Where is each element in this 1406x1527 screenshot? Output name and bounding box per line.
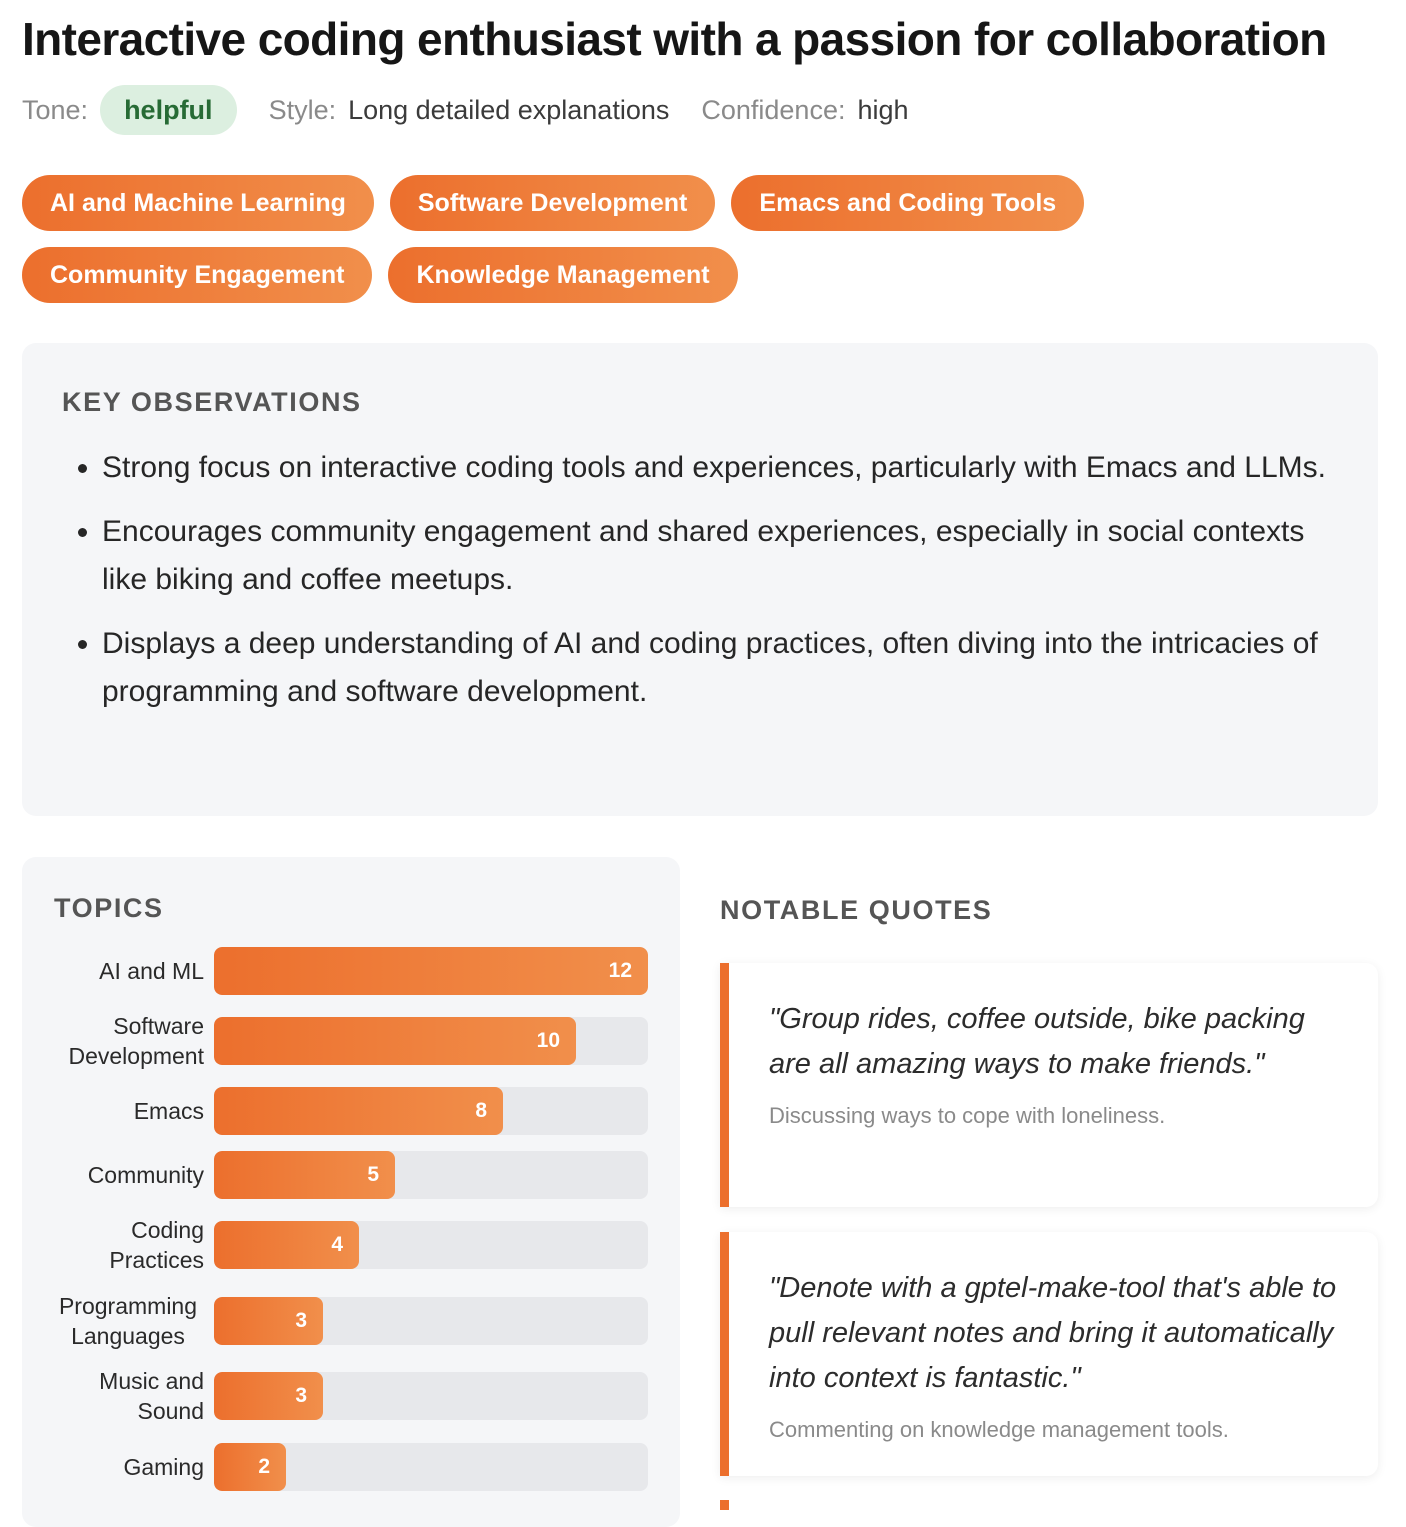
topic-bar-label: Gaming (123, 1454, 204, 1480)
confidence-label: Confidence: (701, 94, 846, 125)
topic-bar-row: Gaming 2 (54, 1443, 648, 1491)
topics-heading: TOPICS (54, 893, 164, 923)
topic-bar-row: Emacs 8 (54, 1087, 648, 1135)
quote-text: "Group rides, coffee outside, bike packi… (769, 1003, 1305, 1080)
topic-bar-track: 3 (214, 1297, 648, 1345)
tone-label: Tone: (22, 94, 89, 125)
tag-community-engagement[interactable]: Community Engagement (22, 247, 373, 303)
topic-bar-label: Emacs (133, 1098, 204, 1124)
topic-bar-label: Music and Sound (99, 1368, 204, 1424)
profile-meta: Tone: helpful Style: Long detailed expla… (22, 85, 909, 135)
topic-bar-label: Programming Languages (58, 1293, 198, 1349)
topic-bar-value: 5 (367, 1163, 379, 1186)
observation-item: Encourages community engagement and shar… (102, 508, 1338, 604)
tone-badge: helpful (100, 85, 237, 135)
topic-bar-label: Software Development (68, 1013, 204, 1069)
topic-bar: 12 (214, 947, 648, 995)
topic-bar-value: 3 (295, 1309, 307, 1332)
topic-bar-track: 5 (214, 1151, 648, 1199)
quote-context: Commenting on knowledge management tools… (769, 1417, 1229, 1442)
topic-bar: 4 (214, 1221, 359, 1269)
topic-bar-row: Coding Practices 4 (54, 1217, 648, 1273)
topic-bar-row: Programming Languages 3 (54, 1293, 648, 1349)
observations-list: Strong focus on interactive coding tools… (62, 444, 1338, 716)
quote-card: "Group rides, coffee outside, bike packi… (720, 963, 1378, 1207)
style-label: Style: (268, 94, 337, 125)
topic-bar: 2 (214, 1443, 286, 1491)
topic-bar-track: 4 (214, 1221, 648, 1269)
tag-list: AI and Machine Learning Software Develop… (22, 175, 1222, 303)
quote-card: "Denote with a gptel-make-tool that's ab… (720, 1232, 1378, 1476)
topic-bar-value: 4 (331, 1233, 343, 1256)
topic-bar-track: 3 (214, 1372, 648, 1420)
topic-bar-track: 10 (214, 1017, 648, 1065)
topic-bar: 5 (214, 1151, 395, 1199)
topic-bar: 8 (214, 1087, 503, 1135)
topic-bar: 3 (214, 1372, 323, 1420)
page-title: Interactive coding enthusiast with a pas… (22, 13, 1327, 65)
tag-knowledge-management[interactable]: Knowledge Management (388, 247, 738, 303)
topic-bar-label: Coding Practices (109, 1217, 204, 1273)
topic-bar-value: 3 (295, 1384, 307, 1407)
topic-bar-label: AI and ML (99, 958, 204, 984)
topic-bar-row: Community 5 (54, 1151, 648, 1199)
confidence-value: high (857, 94, 909, 125)
topic-bar-label: Community (87, 1162, 204, 1188)
key-observations-card: KEY OBSERVATIONS Strong focus on interac… (22, 343, 1378, 816)
quote-card-partial (720, 1500, 729, 1510)
observation-item: Strong focus on interactive coding tools… (102, 444, 1338, 492)
topic-bar-track: 8 (214, 1087, 648, 1135)
tag-ai-ml[interactable]: AI and Machine Learning (22, 175, 374, 231)
key-observations-heading: KEY OBSERVATIONS (62, 387, 362, 417)
topic-bar-row: Software Development 10 (54, 1013, 648, 1069)
topic-bar: 3 (214, 1297, 323, 1345)
topic-bar-track: 2 (214, 1443, 648, 1491)
topic-bar-value: 8 (475, 1099, 487, 1122)
notable-quotes-heading: NOTABLE QUOTES (720, 895, 993, 925)
topics-card: TOPICS AI and ML 12 Software Development 10… (22, 857, 680, 1527)
tag-software-development[interactable]: Software Development (389, 175, 716, 231)
style-value: Long detailed explanations (348, 94, 670, 125)
topic-bar-track: 12 (214, 947, 648, 995)
topic-bar-value: 12 (608, 959, 632, 982)
quote-text: "Denote with a gptel-make-tool that's ab… (769, 1272, 1337, 1394)
topic-bar: 10 (214, 1017, 576, 1065)
topic-bar-row: AI and ML 12 (54, 947, 648, 995)
quote-context: Discussing ways to cope with loneliness. (769, 1103, 1166, 1128)
observation-item: Displays a deep understanding of AI and … (102, 620, 1338, 716)
topic-bar-row: Music and Sound 3 (54, 1368, 648, 1424)
tag-emacs-coding-tools[interactable]: Emacs and Coding Tools (731, 175, 1085, 231)
topic-bar-value: 2 (258, 1455, 270, 1478)
topic-bar-value: 10 (536, 1029, 560, 1052)
